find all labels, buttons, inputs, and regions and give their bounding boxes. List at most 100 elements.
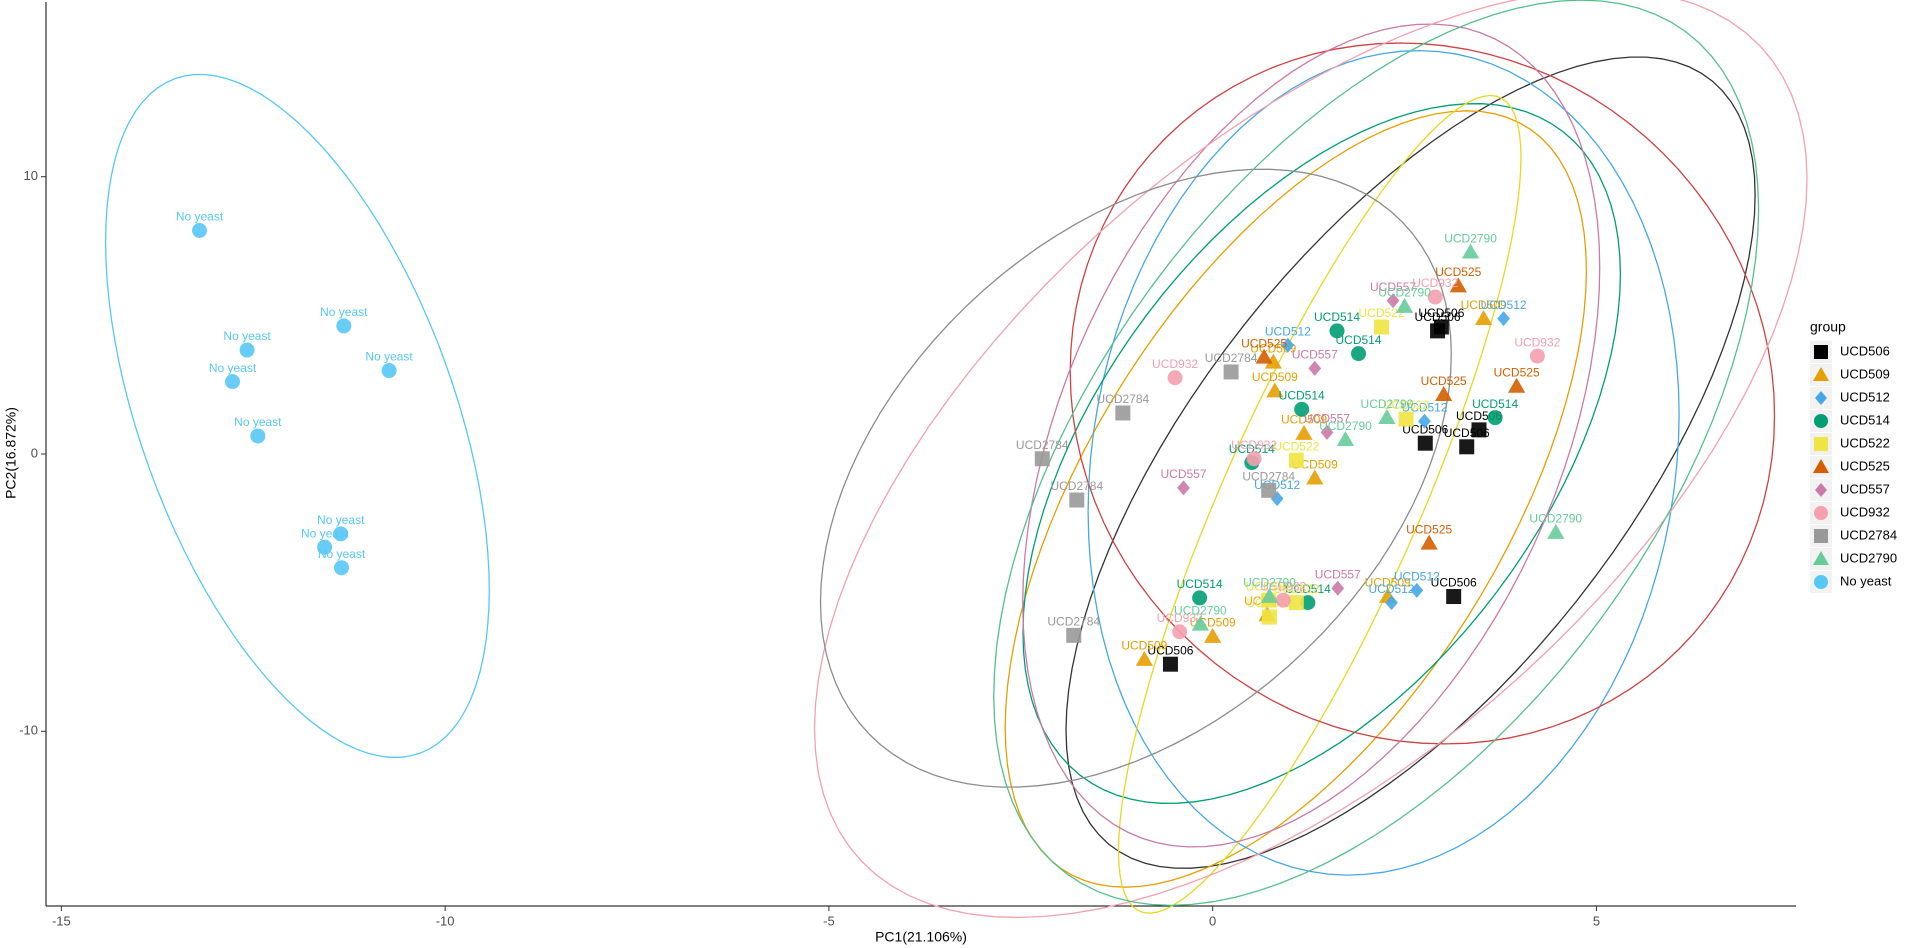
point-label: UCD2790 <box>1378 286 1431 300</box>
point <box>1275 592 1291 608</box>
point <box>1529 348 1545 364</box>
point-label: No yeast <box>317 513 365 527</box>
point <box>1177 480 1190 496</box>
point <box>1295 424 1313 440</box>
legend-key <box>1814 506 1828 520</box>
legend-label: UCD557 <box>1840 481 1890 496</box>
point <box>1223 364 1239 380</box>
point <box>1461 243 1480 259</box>
confidence-ellipse <box>1069 42 1776 745</box>
legend-key <box>1812 458 1830 473</box>
point-label: UCD2790 <box>1319 419 1372 433</box>
point <box>1288 452 1304 468</box>
point-label: UCD2784 <box>1205 351 1258 365</box>
x-tick-label: -5 <box>823 913 835 928</box>
point-label: UCD2790 <box>1529 512 1582 526</box>
point-label: UCD2784 <box>1050 479 1103 493</box>
point-label: UCD2784 <box>1242 469 1295 483</box>
point-label: UCD525 <box>1241 336 1287 350</box>
point <box>1410 582 1424 598</box>
point-label: UCD506 <box>1402 422 1448 436</box>
point-label: No yeast <box>223 329 271 343</box>
confidence-ellipse <box>1065 56 1756 869</box>
point-label: UCD525 <box>1406 522 1452 536</box>
x-tick-label: 0 <box>1209 913 1216 928</box>
point <box>1135 650 1153 666</box>
point-label: UCD506 <box>1418 306 1464 320</box>
point-label: UCD514 <box>1285 582 1331 596</box>
point-label: UCD557 <box>1370 280 1416 294</box>
point-label: UCD522 <box>1359 306 1405 320</box>
point-label: UCD509 <box>1281 413 1327 427</box>
y-tick-label: 10 <box>24 168 38 183</box>
point <box>1167 370 1183 386</box>
point <box>1320 424 1334 440</box>
point <box>1034 451 1050 467</box>
point <box>1261 482 1277 498</box>
point-label: UCD932 <box>1231 438 1277 452</box>
confidence-ellipse <box>819 168 1452 788</box>
point-label: No yeast <box>320 305 368 319</box>
point-label: UCD509 <box>1365 576 1411 590</box>
legend-key <box>1814 575 1828 589</box>
legend-key <box>1814 529 1828 543</box>
point <box>1417 435 1433 451</box>
point-label: UCD506 <box>1147 643 1193 657</box>
point <box>1255 348 1273 364</box>
point-label: UCD557 <box>1292 347 1338 361</box>
point <box>1336 430 1355 446</box>
point <box>1069 492 1085 508</box>
point-label: UCD509 <box>1252 370 1298 384</box>
point <box>1474 310 1493 326</box>
x-tick-label: -10 <box>436 913 455 928</box>
point-label: UCD506 <box>1415 310 1461 324</box>
point <box>1331 580 1345 596</box>
point <box>1172 624 1188 640</box>
point <box>1420 534 1438 550</box>
point <box>1204 627 1222 643</box>
point <box>1162 656 1178 672</box>
point-label: UCD514 <box>1472 397 1518 411</box>
legend-key <box>1815 483 1827 497</box>
point-label: UCD557 <box>1315 567 1361 581</box>
point <box>192 222 208 238</box>
point <box>1435 386 1453 402</box>
legend-label: UCD509 <box>1840 366 1890 381</box>
confidence-ellipse <box>993 0 1760 907</box>
point-label: UCD509 <box>1461 298 1507 312</box>
confidence-ellipse <box>1117 94 1522 914</box>
point-label: UCD525 <box>1435 265 1481 279</box>
point <box>1266 382 1284 398</box>
point <box>1446 589 1462 605</box>
point <box>1191 615 1210 631</box>
point <box>1427 289 1443 305</box>
point-label: UCD509 <box>1121 639 1167 653</box>
point <box>1374 319 1390 335</box>
point-label: UCD514 <box>1279 389 1325 403</box>
x-axis-title: PC1(21.106%) <box>875 929 967 945</box>
point-label: No yeast <box>301 526 349 540</box>
confidence-ellipse <box>1022 103 1622 804</box>
point <box>1547 523 1565 539</box>
point-label: UCD522 <box>1273 439 1319 453</box>
legend-key <box>1814 414 1828 428</box>
point-label: UCD506 <box>1431 576 1477 590</box>
point-label: UCD932 <box>1260 579 1306 593</box>
point <box>1497 311 1510 327</box>
point-label: UCD2790 <box>1243 576 1296 590</box>
point <box>1308 360 1322 376</box>
point-label: UCD512 <box>1368 582 1414 596</box>
point <box>1261 609 1277 625</box>
point-label: UCD2790 <box>1174 603 1227 617</box>
point-label: UCD514 <box>1314 310 1360 324</box>
point-label: UCD2790 <box>1361 397 1414 411</box>
point-label: UCD522 <box>1246 579 1292 593</box>
legend-label: UCD525 <box>1840 458 1890 473</box>
point <box>1264 353 1282 369</box>
confidence-ellipse <box>813 0 1808 919</box>
point <box>1288 595 1304 611</box>
point-label: UCD557 <box>1304 412 1350 426</box>
legend-key <box>1814 345 1828 359</box>
point-label: No yeast <box>234 415 282 429</box>
